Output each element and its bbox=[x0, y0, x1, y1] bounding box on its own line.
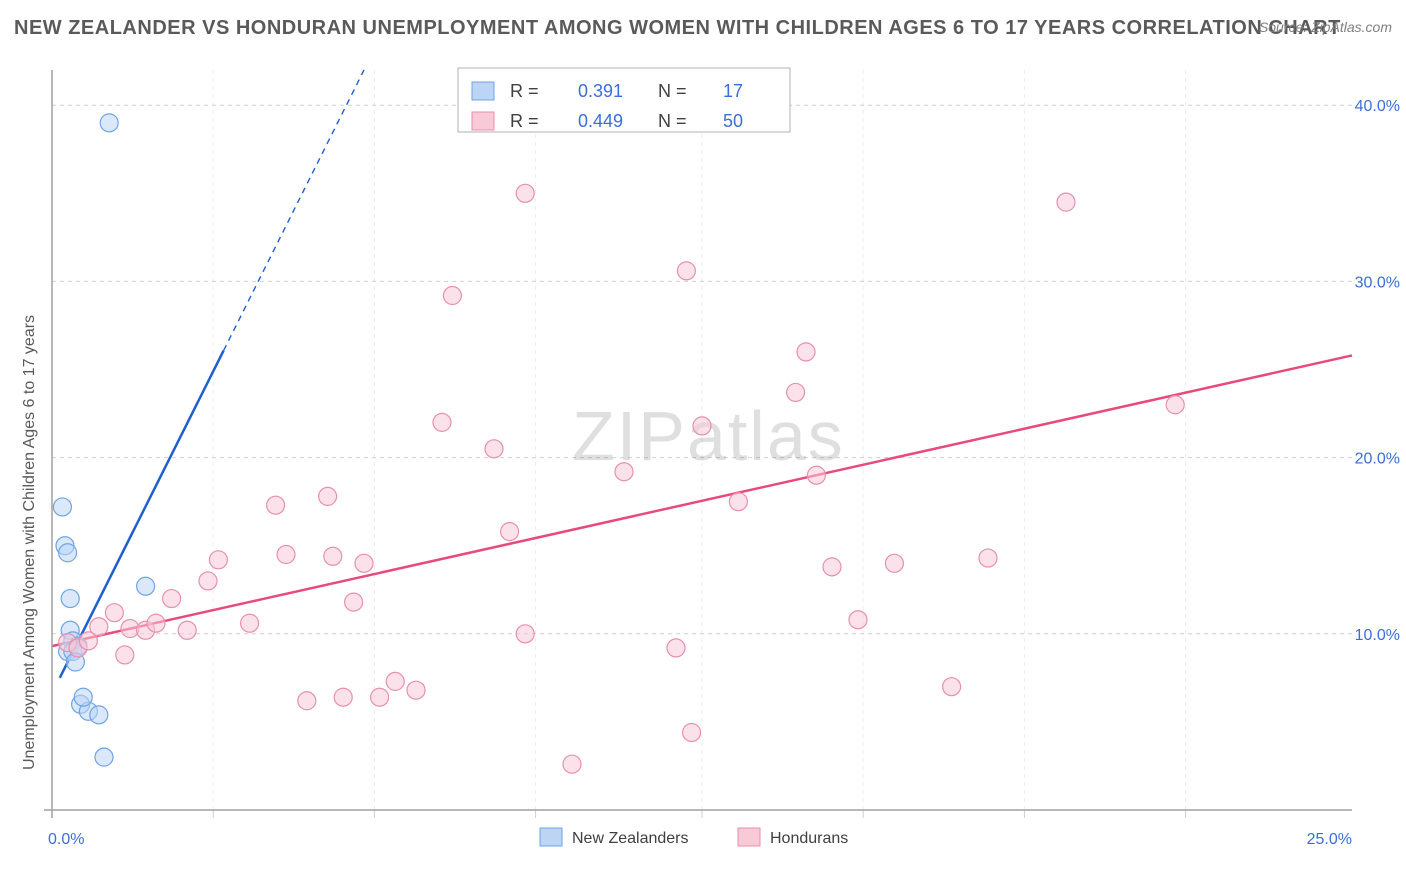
nz-point bbox=[61, 590, 79, 608]
stats-swatch bbox=[472, 112, 494, 130]
stats-n-value: 17 bbox=[723, 81, 743, 101]
hn-point bbox=[979, 549, 997, 567]
hn-point bbox=[677, 262, 695, 280]
y-tick-label: 10.0% bbox=[1355, 627, 1400, 644]
hn-point bbox=[1057, 193, 1075, 211]
x-tick-label: 25.0% bbox=[1307, 831, 1352, 848]
y-axis-label: Unemployment Among Women with Children A… bbox=[21, 315, 38, 770]
nz-point bbox=[59, 544, 77, 562]
stats-r-label: R = bbox=[510, 81, 539, 101]
hn-point bbox=[729, 493, 747, 511]
hn-point bbox=[516, 184, 534, 202]
hn-point bbox=[849, 611, 867, 629]
hn-point bbox=[209, 551, 227, 569]
hn-point bbox=[371, 688, 389, 706]
hn-point bbox=[147, 614, 165, 632]
hn-point bbox=[345, 593, 363, 611]
hn-point bbox=[90, 618, 108, 636]
hn-point bbox=[324, 547, 342, 565]
stats-n-label: N = bbox=[658, 111, 687, 131]
y-tick-label: 20.0% bbox=[1355, 451, 1400, 468]
hn-point bbox=[241, 614, 259, 632]
watermark: ZIPatlas bbox=[572, 397, 845, 475]
hn-point bbox=[267, 496, 285, 514]
stats-r-label: R = bbox=[510, 111, 539, 131]
stats-r-value: 0.391 bbox=[578, 81, 623, 101]
nz-point bbox=[90, 706, 108, 724]
nz-point bbox=[137, 577, 155, 595]
hn-point bbox=[199, 572, 217, 590]
source-label: Source: ZipAtlas.com bbox=[1259, 19, 1392, 35]
stats-n-value: 50 bbox=[723, 111, 743, 131]
hn-point bbox=[178, 621, 196, 639]
nz-point bbox=[95, 748, 113, 766]
legend-swatch bbox=[738, 828, 760, 846]
legend-label: Hondurans bbox=[770, 830, 848, 847]
hn-point bbox=[433, 413, 451, 431]
hn-point bbox=[807, 466, 825, 484]
hn-point bbox=[787, 383, 805, 401]
hn-point bbox=[563, 755, 581, 773]
hn-point bbox=[407, 681, 425, 699]
hn-point bbox=[1166, 396, 1184, 414]
y-tick-label: 30.0% bbox=[1355, 274, 1400, 291]
hn-point bbox=[105, 604, 123, 622]
hn-point bbox=[501, 523, 519, 541]
hn-point bbox=[943, 678, 961, 696]
hn-point bbox=[277, 546, 295, 564]
hn-point bbox=[334, 688, 352, 706]
nz-point bbox=[74, 688, 92, 706]
hn-point bbox=[298, 692, 316, 710]
nz-point bbox=[100, 114, 118, 132]
legend-swatch bbox=[540, 828, 562, 846]
hn-point bbox=[163, 590, 181, 608]
hn-point bbox=[693, 417, 711, 435]
hn-point bbox=[443, 287, 461, 305]
stats-swatch bbox=[472, 82, 494, 100]
chart-title: NEW ZEALANDER VS HONDURAN UNEMPLOYMENT A… bbox=[14, 17, 1341, 39]
x-tick-label: 0.0% bbox=[48, 831, 84, 848]
hn-point bbox=[319, 487, 337, 505]
y-tick-label: 40.0% bbox=[1355, 98, 1400, 115]
hn-point bbox=[355, 554, 373, 572]
hn-point bbox=[485, 440, 503, 458]
hn-point bbox=[615, 463, 633, 481]
hn-point bbox=[667, 639, 685, 657]
stats-r-value: 0.449 bbox=[578, 111, 623, 131]
hn-point bbox=[797, 343, 815, 361]
hn-point bbox=[683, 723, 701, 741]
stats-n-label: N = bbox=[658, 81, 687, 101]
hn-point bbox=[516, 625, 534, 643]
hn-point bbox=[386, 672, 404, 690]
hn-point bbox=[823, 558, 841, 576]
nz-point bbox=[53, 498, 71, 516]
hn-point bbox=[116, 646, 134, 664]
legend-label: New Zealanders bbox=[572, 830, 689, 847]
correlation-chart: NEW ZEALANDER VS HONDURAN UNEMPLOYMENT A… bbox=[0, 0, 1406, 892]
hn-point bbox=[885, 554, 903, 572]
